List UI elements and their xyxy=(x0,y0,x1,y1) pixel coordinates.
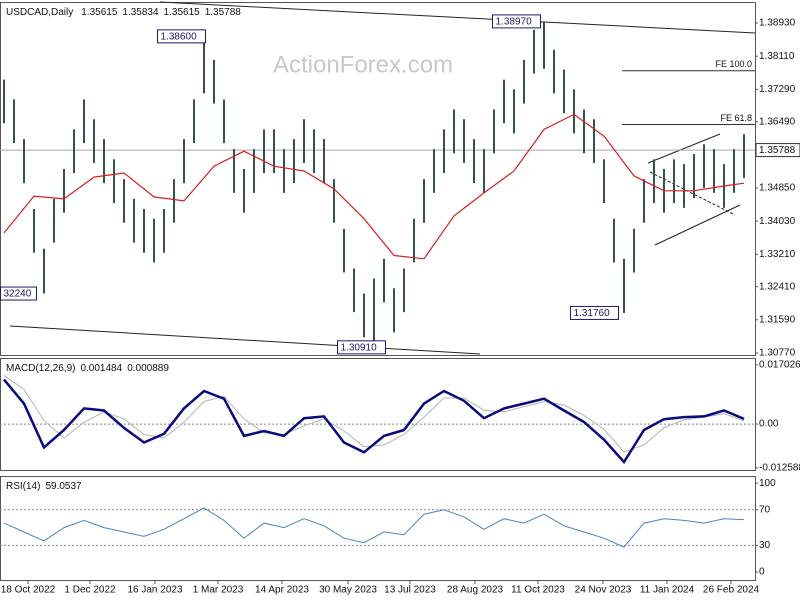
x-tick-label: 30 May 2023 xyxy=(319,585,377,596)
header-value: 1.35615 xyxy=(164,7,201,18)
y-tick-label: 0 xyxy=(759,567,765,578)
y-tick-label: 30 xyxy=(759,540,771,551)
y-tick-label: -0.012588 xyxy=(759,463,800,474)
y-tick-label: 0.00 xyxy=(759,419,779,430)
annotation-label: 1.30910 xyxy=(341,342,378,353)
annotation-label: 1.38970 xyxy=(496,17,533,28)
annotation-box xyxy=(0,286,37,301)
macd-panel xyxy=(0,358,756,471)
x-tick-label: 11 Oct 2023 xyxy=(511,585,565,596)
x-tick-label: 18 Oct 2022 xyxy=(1,585,56,596)
y-tick-label: 1.36490 xyxy=(759,116,796,127)
channel-line xyxy=(647,133,721,164)
x-tick-label: 13 Jul 2023 xyxy=(384,585,436,596)
x-tick-label: 14 Apr 2023 xyxy=(255,585,309,596)
x-tick-label: 24 Nov 2023 xyxy=(575,585,632,596)
rsi-panel xyxy=(0,476,756,581)
last-price-label: 1.35788 xyxy=(759,145,796,156)
header-title: RSI(14) xyxy=(6,481,40,492)
annotation-box xyxy=(492,14,541,29)
annotation-box xyxy=(157,29,206,44)
y-tick-label: 1.33210 xyxy=(759,249,796,260)
header-value: 0.000889 xyxy=(127,363,169,374)
header-value: 0.001484 xyxy=(80,363,122,374)
channel-line xyxy=(159,1,756,34)
y-tick-label: 1.30770 xyxy=(759,348,796,359)
annotation-label: 1.31760 xyxy=(574,308,611,319)
x-tick-label: 11 Jan 2024 xyxy=(640,585,695,596)
panel-header: USDCAD,Daily 1.35615 1.35834 1.35615 1.35788 xyxy=(6,7,241,18)
macd-line xyxy=(3,378,745,465)
header-title: USDCAD,Daily xyxy=(6,7,73,18)
price-panel xyxy=(0,2,756,356)
header-value: 1.35788 xyxy=(205,7,242,18)
y-tick-label: 100 xyxy=(759,478,776,489)
y-tick-label: 1.32410 xyxy=(759,281,796,292)
channel-line xyxy=(9,325,481,355)
y-tick-label: 1.38110 xyxy=(759,51,795,62)
channel-line xyxy=(654,204,741,246)
fe-label: FE 100.0 xyxy=(715,59,752,69)
annotation-box xyxy=(570,305,619,320)
y-tick-label: 70 xyxy=(759,504,771,515)
y-tick-label: 1.37290 xyxy=(759,84,796,95)
y-tick-label: 1.34030 xyxy=(759,216,796,227)
x-tick-label: 28 Aug 2023 xyxy=(447,585,504,596)
macd-line xyxy=(3,374,745,453)
header-value: 1.35615 xyxy=(81,7,118,18)
rsi-line xyxy=(3,507,745,548)
x-tick-label: 1 Dec 2022 xyxy=(64,585,116,596)
header-value: 1.35834 xyxy=(122,7,159,18)
panel-header: RSI(14) 59.0537 xyxy=(6,481,82,492)
annotation-box xyxy=(337,340,386,355)
moving-average xyxy=(3,113,745,260)
x-tick-label: 16 Jan 2023 xyxy=(127,585,182,596)
header-value: 59.0537 xyxy=(45,481,82,492)
y-tick-label: 1.38930 xyxy=(759,18,796,29)
y-tick-label: 1.31590 xyxy=(759,314,796,325)
panel-header: MACD(12,26,9) 0.001484 0.000889 xyxy=(6,363,169,374)
fe-label: FE 61.8 xyxy=(720,113,752,123)
x-tick-label: 26 Feb 2024 xyxy=(703,585,760,596)
last-price-box xyxy=(755,143,800,158)
y-tick-label: 0.017026 xyxy=(759,360,800,371)
header-title: MACD(12,26,9) xyxy=(6,363,75,374)
watermark: ActionForex.com xyxy=(273,51,453,78)
annotation-label: 32240 xyxy=(4,289,32,300)
x-tick-label: 1 Mar 2023 xyxy=(193,585,244,596)
annotation-label: 1.38600 xyxy=(161,32,198,43)
y-tick-label: 1.34850 xyxy=(759,183,796,194)
